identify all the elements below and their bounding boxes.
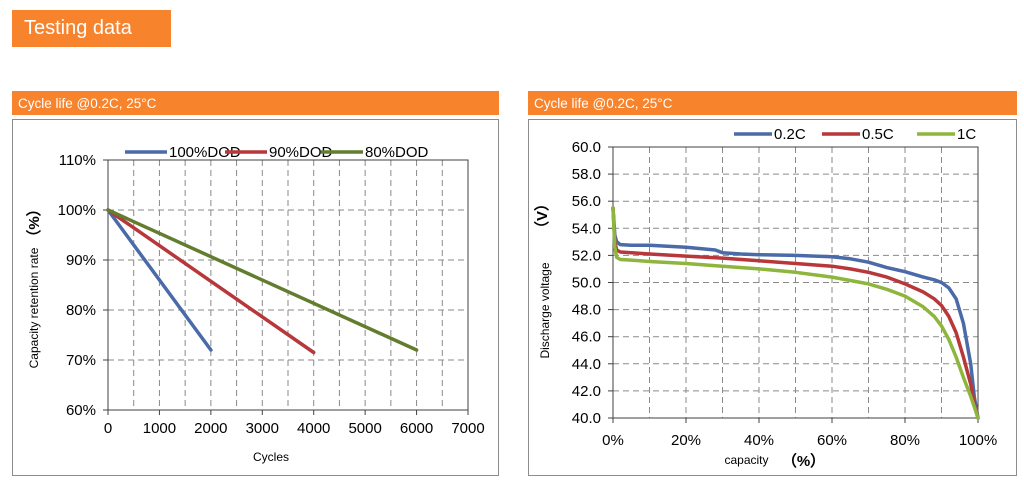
series-line-80%DOD [106, 208, 419, 352]
x-tick-label: 5000 [348, 420, 381, 437]
x-tick-label: 80% [890, 432, 920, 449]
y-tick-label: 40.0 [572, 410, 601, 427]
section-title: Testing data [12, 10, 171, 47]
legend-label: 0.5C [862, 126, 894, 143]
series-line-100%DOD [106, 208, 213, 352]
legend-label: 80%DOD [365, 144, 429, 161]
discharge-panel: Cycle life @0.2C, 25°C 0% 20% 40% 60% 80% 100… [528, 91, 1017, 476]
legend-label: 1C [957, 126, 976, 143]
plot-area [107, 159, 469, 411]
x-tick-label: 100% [959, 432, 997, 449]
y-tick-label: 46.0 [572, 329, 601, 346]
x-axis-title: capacity [724, 453, 768, 467]
y-tick-label: 42.0 [572, 383, 601, 400]
panel-header-right: Cycle life @0.2C, 25°C [528, 91, 1017, 115]
y-tick-label: 48.0 [572, 302, 601, 319]
x-tick-label: 40% [744, 432, 774, 449]
x-tick-label: 6000 [400, 420, 433, 437]
series-line-1C [611, 206, 980, 420]
cycle-life-chart: 0 1000 2000 3000 4000 5000 6000 7000 60% 70% 80% 90… [25, 144, 485, 464]
cycle-life-panel: Cycle life @0.2C, 25°C 0 1000 2000 3000 4000… [12, 91, 499, 476]
series-line-90%DOD [106, 208, 316, 355]
x-tick-label: 0% [602, 432, 624, 449]
y-tick-label: 90% [66, 252, 96, 269]
discharge-voltage-chart: 0% 20% 40% 60% 80% 100% 40.0 42.0 44.0 46.0 48.0 50… [533, 126, 997, 470]
y-tick-label: 52.0 [572, 247, 601, 264]
y-tick-label: 56.0 [572, 193, 601, 210]
x-tick-label: 3000 [246, 420, 279, 437]
x-axis-unit: （%） [782, 452, 825, 470]
y-tick-label: 60% [66, 402, 96, 419]
y-axis-title: Capacity retention rate [27, 247, 41, 368]
x-tick-label: 1000 [143, 420, 176, 437]
y-tick-label: 60.0 [572, 139, 601, 156]
y-tick-label: 100% [58, 202, 96, 219]
y-tick-label: 44.0 [572, 356, 601, 373]
y-tick-label: 50.0 [572, 275, 601, 292]
y-tick-label: 70% [66, 352, 96, 369]
x-tick-label: 2000 [194, 420, 227, 437]
x-tick-label: 0 [104, 420, 112, 437]
panel-header-left: Cycle life @0.2C, 25°C [12, 91, 499, 115]
panel-body-right: 0% 20% 40% 60% 80% 100% 40.0 42.0 44.0 46.0 48.0 50… [528, 119, 1017, 476]
x-tick-label: 60% [817, 432, 847, 449]
y-axis-unit: （V） [533, 196, 551, 236]
series-line-0.5C [611, 206, 980, 420]
x-tick-label: 4000 [297, 420, 330, 437]
y-axis-unit: （%） [25, 201, 43, 244]
y-tick-label: 58.0 [572, 166, 601, 183]
x-tick-label: 7000 [451, 420, 484, 437]
y-axis-title: Discharge voltage [538, 262, 552, 358]
x-axis-title: Cycles [253, 450, 289, 464]
y-tick-label: 54.0 [572, 220, 601, 237]
legend-label: 0.2C [774, 126, 806, 143]
legend-label: 90%DOD [269, 144, 333, 161]
panel-body-left: 0 1000 2000 3000 4000 5000 6000 7000 60% 70% 80% 90… [12, 119, 499, 476]
y-tick-label: 80% [66, 302, 96, 319]
y-tick-label: 110% [59, 152, 96, 169]
legend-label: 100%DOD [169, 144, 241, 161]
series-line-0.2C [611, 206, 980, 420]
x-tick-label: 20% [671, 432, 701, 449]
